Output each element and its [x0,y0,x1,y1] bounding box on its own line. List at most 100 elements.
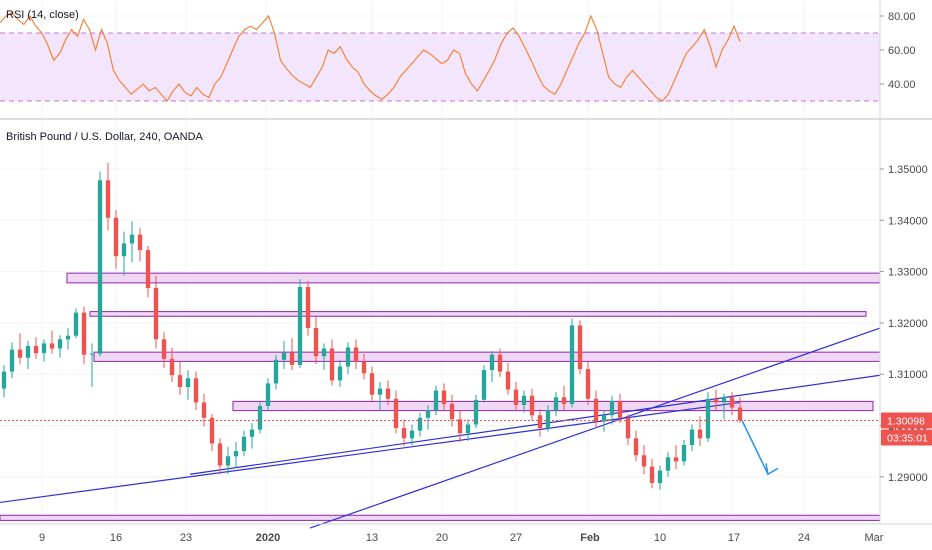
candle-body [657,470,663,483]
candle-body [161,339,167,359]
candle-body [9,349,15,372]
candle-body [257,406,263,430]
candle-body [345,347,351,367]
candle-body [481,370,487,400]
candle-body [81,312,87,355]
x-tick-label: 17 [728,532,740,544]
price-pane[interactable]: British Pound / U.S. Dollar, 240, OANDA [0,131,881,529]
candle-body [153,288,159,340]
candle-body [417,417,423,431]
price-tick-label: 1.29000 [888,472,928,484]
candle-body [73,312,79,336]
rsi-pane[interactable]: RSI (14, close) [0,9,880,102]
candle-body [593,398,599,422]
candle-body [713,398,719,403]
candle-body [521,395,527,405]
rsi-series-line [0,11,741,102]
candle-body [505,371,511,390]
sr-zone [0,514,881,521]
candle-body [289,352,295,365]
candle-body [473,399,479,425]
candle-body [361,361,367,374]
x-tick-label: 9 [39,532,45,544]
sr-zone [232,400,874,412]
trendlines [0,327,881,529]
candle-body [193,378,199,403]
candle-body [617,400,623,418]
candle-body [177,375,183,388]
candle-body [377,388,383,395]
candle-body [97,180,103,354]
candle-body [441,390,447,404]
trendline [189,374,881,475]
candle-body [1,371,7,389]
current-price-label: 1.30098 [887,415,925,427]
candle-body [337,366,343,381]
candles [1,162,743,490]
candle-body [553,397,559,411]
candle-body [729,397,735,408]
candle-body [273,359,279,384]
candle-body [121,243,127,257]
bar-countdown-label: 03:35:01 [887,432,928,444]
arrow-shaft [741,420,769,475]
rsi-indicator-title: RSI (14, close) [6,9,79,21]
candle-body [705,398,711,439]
x-tick-label: Feb [580,532,600,544]
candle-body [129,234,135,244]
candle-body [401,428,407,439]
candle-body [353,347,359,362]
candle-body [545,410,551,429]
candle-body [201,402,207,418]
sr-zone [93,351,881,362]
candle-body [609,400,615,416]
candle-body [65,335,71,340]
x-tick-label: 10 [654,532,666,544]
candle-body [457,419,463,434]
candle-body [697,429,703,439]
countdown-tag-bg [881,429,932,446]
candle-body [329,348,335,381]
price-tick-label: 1.33000 [888,267,928,279]
candle-body [113,217,119,257]
candle-body [281,352,287,360]
candle-body [585,369,591,399]
candle-body [41,343,47,354]
x-tick-label: 23 [180,532,192,544]
sr-zone [66,272,881,284]
x-tick-label: 16 [110,532,122,544]
candle-body [569,325,575,404]
candle-body [369,373,375,395]
candle-body [321,348,327,357]
x-tick-label: 24 [798,532,810,544]
candle-body [313,328,319,357]
candle-body [49,343,55,349]
candle-body [297,286,303,365]
rsi-tick-label: 80.00 [888,11,916,23]
candle-body [721,397,727,403]
candle-body [233,451,239,457]
symbol-title: British Pound / U.S. Dollar, 240, OANDA [6,131,204,143]
x-tick-label: 2020 [256,532,280,544]
candle-body [25,345,31,358]
rsi-tick-label: 40.00 [888,79,916,91]
time-x-axis[interactable]: 9 16 23 2020 13 20 27 Feb 10 17 24 Mar [0,523,932,544]
candle-body [689,429,695,445]
candle-body [265,383,271,407]
x-tick-label: 27 [510,532,522,544]
x-tick-label: 20 [436,532,448,544]
candle-body [449,403,455,420]
current-price-tag-bg [881,412,932,429]
projection-arrow [741,420,779,476]
rsi-y-axis[interactable]: 80.00 60.00 40.00 [880,11,916,91]
candle-body [385,388,391,399]
candle-body [393,398,399,429]
trendline [309,327,881,529]
price-tick-label: 1.32000 [888,318,928,330]
candle-body [465,424,471,434]
candle-body [33,345,39,354]
rsi-band [0,33,880,101]
price-tick-label: 1.35000 [888,164,928,176]
trendline [0,401,741,504]
